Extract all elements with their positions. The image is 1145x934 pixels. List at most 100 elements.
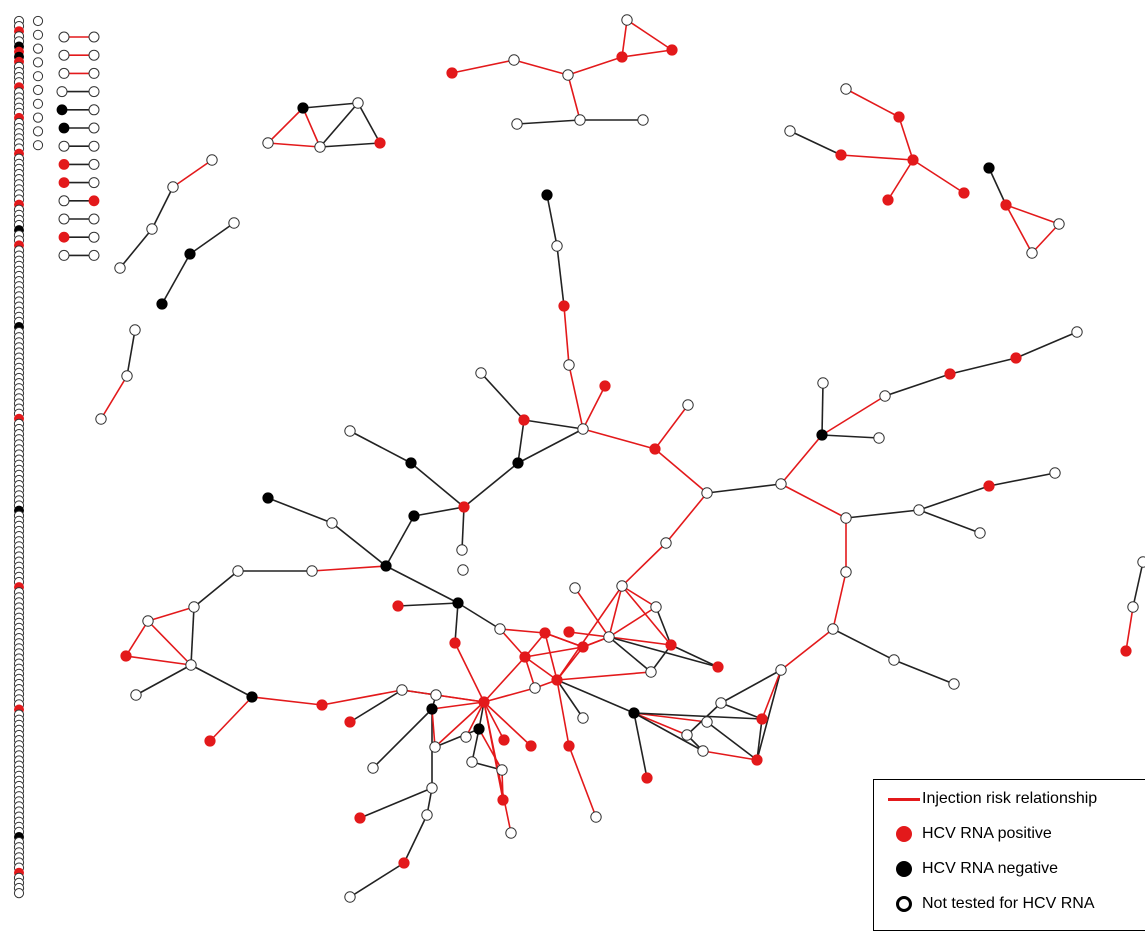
dyad-node-not-tested [88,158,100,170]
network-node-not-tested [621,14,633,26]
relationship-edge [517,428,584,464]
injection-edge [1125,606,1134,652]
dyad-node-not-tested [88,177,100,189]
injection-edge [654,448,708,494]
network-node-positive [539,627,551,639]
injection-edge [582,428,656,450]
dyad-node-positive [58,177,70,189]
network-node-not-tested [529,682,541,694]
relationship-edge [413,506,465,517]
network-node-not-tested [508,54,520,66]
network-node-positive [666,44,678,56]
injection-edge [125,620,149,657]
relationship-edge [918,509,981,534]
injection-edge [556,671,652,681]
legend-label-not-tested: Not tested for HCV RNA [922,895,1095,912]
injection-edge [761,669,782,720]
injection-edge [633,712,708,723]
injection-edge [454,642,485,703]
relationship-edge [189,222,235,255]
network-node-not-tested [1127,601,1139,613]
relationship-edge [454,602,459,644]
network-node-not-tested [775,664,787,676]
relationship-edge [789,130,842,156]
network-node-not-tested [574,114,586,126]
relationship-edge [670,644,719,668]
injection-edge [840,154,914,161]
relationship-edge [349,689,403,723]
injection-edge [431,708,436,748]
relationship-edge [633,712,648,779]
network-node-positive [374,137,386,149]
isolate-node-not-tested [32,140,44,151]
network-node-not-tested [563,359,575,371]
network-node-not-tested [974,527,986,539]
relationship-edge [403,814,428,864]
network-node-not-tested [95,413,107,425]
network-node-negative [452,597,464,609]
dyad-node-negative [56,104,68,116]
injection-edge [621,19,628,58]
network-node-negative [184,248,196,260]
network-node-not-tested [396,684,408,696]
injection-edge [567,56,623,76]
network-node-not-tested [840,566,852,578]
relationship-edge [655,606,672,646]
relationship-edge [546,194,558,247]
injection-edge [780,628,834,671]
injection-edge [524,646,584,658]
network-node-negative [816,429,828,441]
network-node-not-tested [426,782,438,794]
dyad-node-positive [58,231,70,243]
network-nodes [95,14,1145,903]
network-node-not-tested [129,324,141,336]
network-node-not-tested [603,631,615,643]
relationship-edge [385,515,415,567]
isolate-node-not-tested [32,29,44,40]
dyad-node-not-tested [58,195,70,207]
injection-edge [621,49,673,58]
network-node-positive [893,111,905,123]
injection-edge [267,142,321,148]
dyad-node-positive [88,195,100,207]
isolate-nodes [13,15,44,899]
relationship-edge [720,669,782,704]
network-node-not-tested [185,659,197,671]
network-node-not-tested [1049,467,1061,479]
injection-edge [832,571,847,630]
dyad-node-negative [58,122,70,134]
injection-edge [821,395,886,436]
relationship-edge [319,142,381,148]
injection-edge [556,585,623,681]
network-node-positive [649,443,661,455]
relationship-edge [190,606,195,666]
relationship-edge [706,483,782,494]
network-node-not-tested [948,678,960,690]
injection-edge [1005,204,1060,225]
injection-edge [887,159,914,201]
network-node-not-tested [840,83,852,95]
dyad-pairs [56,31,100,261]
network-node-positive [882,194,894,206]
network-node-not-tested [827,623,839,635]
network-node-negative [297,102,309,114]
injection-edge [621,585,657,608]
dyad-node-not-tested [88,122,100,134]
relationship-edge [821,382,824,436]
network-node-not-tested [913,504,925,516]
network-node-positive [616,51,628,63]
injection-edge [665,492,708,544]
isolate-node-not-tested [32,71,44,82]
relationship-edge [756,718,763,761]
network-node-negative [405,457,417,469]
injection-edge [582,385,606,430]
relationship-edge [461,506,465,551]
dyad-node-not-tested [88,104,100,116]
black-dot-icon [896,861,912,877]
network-node-not-tested [457,564,469,576]
relationship-edge [331,522,387,567]
network-edges [100,19,1144,898]
relationship-edge [126,329,136,377]
network-node-positive [551,674,563,686]
